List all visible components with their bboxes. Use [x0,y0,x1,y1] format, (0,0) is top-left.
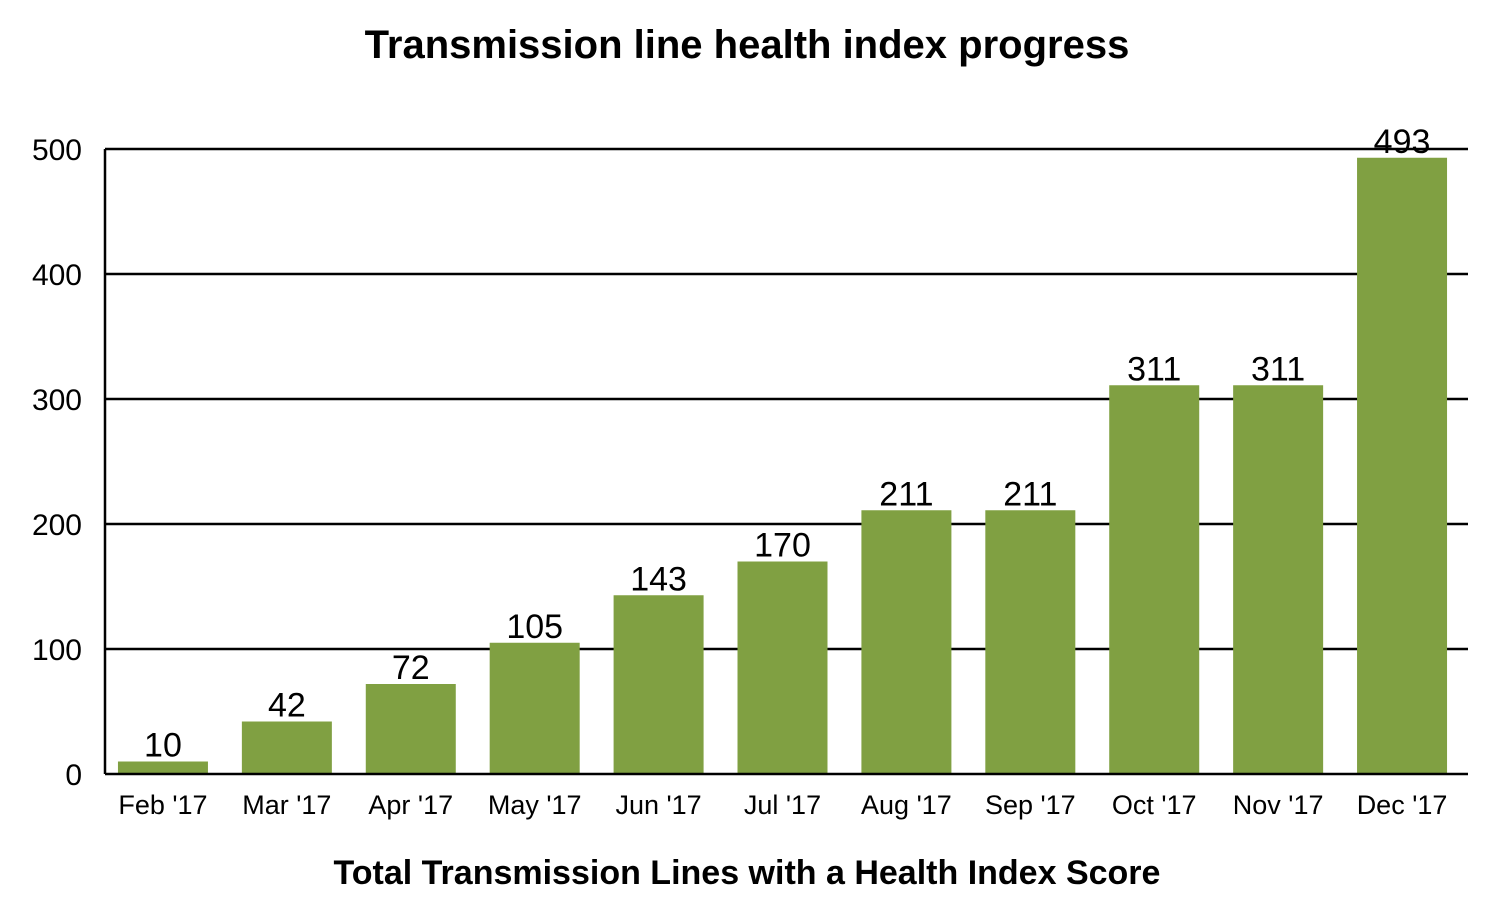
data-label: 311 [1251,350,1305,388]
data-label: 170 [754,527,811,565]
bar [117,761,208,774]
bar [365,684,456,774]
bar [1233,385,1324,774]
y-tick-label: 500 [32,134,82,167]
bar [489,642,580,774]
bar [1357,157,1448,774]
x-tick-label: Oct '17 [1112,790,1197,820]
data-label: 211 [879,475,933,513]
bars [117,157,1448,774]
x-axis-ticks: Feb '17 Mar '17 Apr '17 May '17 Jun '17 Jul '… [118,790,1447,820]
x-tick-label: Sep '17 [985,790,1076,820]
y-tick-label: 200 [32,509,82,542]
data-label: 10 [144,727,182,765]
data-label: 493 [1374,123,1431,161]
data-label: 42 [268,687,306,725]
x-tick-label: Mar '17 [242,790,331,820]
data-label: 143 [630,560,687,598]
bar [861,510,952,774]
data-labels: 10 42 72 105 143 170 211 211 311 311 493 [144,123,1430,765]
x-axis-title: Total Transmission Lines with a Health I… [334,854,1161,892]
bar [985,510,1076,774]
x-tick-label: Jul '17 [744,790,821,820]
bar [241,721,332,774]
data-label: 72 [392,649,430,687]
y-tick-label: 300 [32,384,82,417]
bar [737,561,828,774]
data-label: 105 [506,608,563,646]
data-label: 311 [1127,350,1181,388]
x-tick-label: Nov '17 [1233,790,1324,820]
x-tick-label: Aug '17 [861,790,952,820]
bar [613,595,704,774]
y-tick-label: 0 [65,759,82,792]
x-tick-label: Apr '17 [368,790,453,820]
chart-title: Transmission line health index progress [365,23,1130,67]
x-tick-label: Jun '17 [615,790,701,820]
data-label: 211 [1003,475,1057,513]
x-tick-label: May '17 [488,790,582,820]
x-tick-label: Dec '17 [1357,790,1448,820]
x-tick-label: Feb '17 [118,790,207,820]
bar [1109,385,1200,774]
y-axis-ticks: 0 100 200 300 400 500 [32,134,82,792]
y-tick-label: 400 [32,259,82,292]
y-tick-label: 100 [32,634,82,667]
